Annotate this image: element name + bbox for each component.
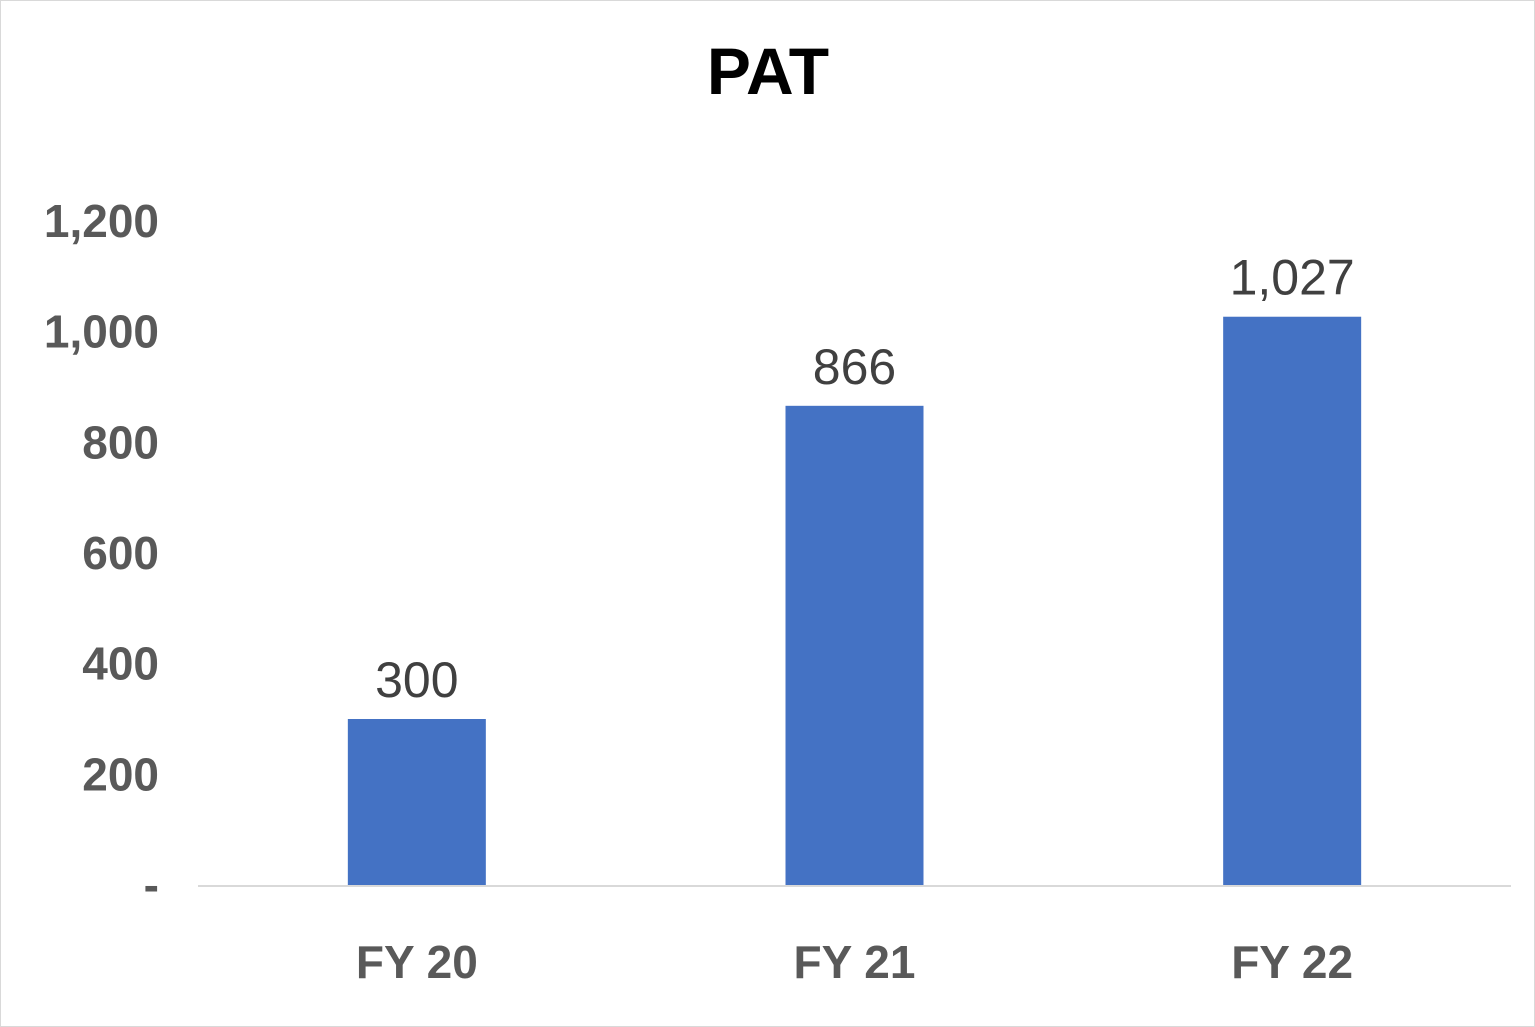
bars-group: 300 866 1,027 (347, 250, 1362, 885)
y-tick-label: 800 (82, 416, 159, 468)
y-tick-label: 200 (82, 748, 159, 800)
x-tick-label: FY 21 (794, 936, 916, 988)
y-tick-label: 1,200 (44, 195, 159, 247)
y-tick-label: 1,000 (44, 306, 159, 358)
chart-title: PAT (707, 34, 829, 108)
bar-fy-20 (347, 719, 486, 885)
y-axis-ticks: - 200 400 600 800 1,000 1,200 (44, 195, 159, 911)
x-axis-ticks: FY 20 FY 21 FY 22 (356, 936, 1353, 988)
bar-fy-22 (1223, 316, 1362, 885)
bar-fy-21 (785, 405, 924, 885)
x-tick-label: FY 20 (356, 936, 478, 988)
data-label: 866 (813, 339, 896, 395)
x-tick-label: FY 22 (1231, 936, 1353, 988)
y-tick-label: 600 (82, 527, 159, 579)
y-tick-label: 400 (82, 638, 159, 690)
y-tick-label: - (144, 859, 159, 911)
data-label: 300 (375, 652, 458, 708)
data-label: 1,027 (1230, 250, 1355, 306)
